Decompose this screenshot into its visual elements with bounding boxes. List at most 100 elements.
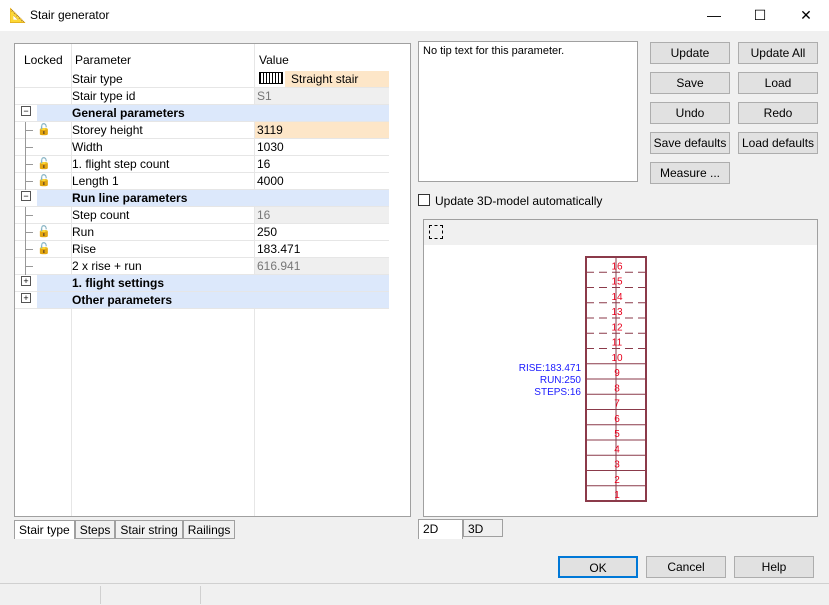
collapse-icon[interactable]: − xyxy=(21,191,31,201)
measure-button[interactable]: Measure ... xyxy=(650,162,730,184)
group-label: Run line parameters xyxy=(72,191,188,205)
lock-icon[interactable]: 🔓 xyxy=(37,175,51,187)
tab-3d[interactable]: 3D xyxy=(463,519,503,537)
step-number: 3 xyxy=(614,460,620,471)
value-cell[interactable]: 16 xyxy=(255,156,389,172)
table-row[interactable]: 🔓 1. flight step count 16 xyxy=(15,156,389,173)
maximize-button[interactable]: ☐ xyxy=(753,7,767,23)
load-button[interactable]: Load xyxy=(738,72,818,94)
undo-button[interactable]: Undo xyxy=(650,102,730,124)
close-button[interactable]: ✕ xyxy=(800,7,812,23)
auto-update-checkbox[interactable] xyxy=(418,194,430,206)
group-row[interactable]: − Run line parameters xyxy=(15,190,389,207)
group-label: General parameters xyxy=(72,106,185,120)
table-row[interactable]: Width 1030 xyxy=(15,139,389,156)
parameter-value: 1030 xyxy=(257,140,284,154)
parameter-name: Length 1 xyxy=(72,174,119,188)
value-cell[interactable]: 616.941 xyxy=(255,258,389,274)
lock-icon[interactable]: 🔓 xyxy=(37,158,51,170)
value-cell[interactable]: 1030 xyxy=(255,139,389,155)
tab-stair-type[interactable]: Stair type xyxy=(14,520,75,539)
left-tab-strip: Stair type Steps Stair string Railings xyxy=(14,520,236,539)
value-cell[interactable]: 3119 xyxy=(255,122,389,138)
minimize-button[interactable]: — xyxy=(707,7,721,23)
parameter-name: Width xyxy=(72,140,103,154)
value-cell[interactable]: 4000 xyxy=(255,173,389,189)
tip-text: No tip text for this parameter. xyxy=(418,41,638,182)
title-bar: 📐 Stair generator — ☐ ✕ xyxy=(0,0,829,31)
lock-icon[interactable]: 🔓 xyxy=(37,124,51,136)
step-number: 2 xyxy=(614,475,620,486)
step-number: 6 xyxy=(614,414,620,425)
update-button[interactable]: Update xyxy=(650,42,730,64)
group-label: Other parameters xyxy=(72,293,173,307)
table-row[interactable]: 🔓 Run 250 xyxy=(15,224,389,241)
tab-railings[interactable]: Railings xyxy=(182,520,236,539)
parameter-name: 1. flight step count xyxy=(72,157,170,171)
table-row[interactable]: Step count 16 xyxy=(15,207,389,224)
update-all-button[interactable]: Update All xyxy=(738,42,818,64)
parameter-name: 2 x rise + run xyxy=(72,259,142,273)
table-row[interactable]: Stair type id S1 xyxy=(15,88,389,105)
ok-button[interactable]: OK xyxy=(558,556,638,578)
expand-icon[interactable]: + xyxy=(21,293,31,303)
table-row[interactable]: 🔓 Rise 183.471 xyxy=(15,241,389,258)
parameter-value: 16 xyxy=(257,208,271,222)
step-number: 11 xyxy=(612,338,623,349)
step-number: 10 xyxy=(611,353,623,364)
expand-icon[interactable]: + xyxy=(21,276,31,286)
parameter-value: 4000 xyxy=(257,174,284,188)
value-cell[interactable]: 183.471 xyxy=(255,241,389,257)
step-number: 15 xyxy=(611,277,623,288)
parameter-name: Rise xyxy=(72,242,97,256)
tab-steps[interactable]: Steps xyxy=(74,520,116,539)
step-number: 16 xyxy=(611,261,623,272)
value-cell[interactable]: S1 xyxy=(255,88,389,104)
save-button[interactable]: Save xyxy=(650,72,730,94)
grid-scroll-area xyxy=(389,44,410,516)
step-number: 4 xyxy=(614,444,620,455)
parameter-name: Run xyxy=(72,225,95,239)
step-number: 7 xyxy=(614,399,620,410)
collapse-icon[interactable]: − xyxy=(21,106,31,116)
step-number: 5 xyxy=(614,429,620,440)
tab-stair-string[interactable]: Stair string xyxy=(115,520,183,539)
parameter-name: Stair type xyxy=(72,72,123,86)
tab-2d[interactable]: 2D xyxy=(418,519,463,539)
group-row[interactable]: + 1. flight settings xyxy=(15,275,389,292)
header-locked: Locked xyxy=(24,53,63,67)
cancel-button[interactable]: Cancel xyxy=(646,556,726,578)
parameter-value: 250 xyxy=(257,225,278,239)
redo-button[interactable]: Redo xyxy=(738,102,818,124)
step-number: 13 xyxy=(611,307,623,318)
parameter-name: Step count xyxy=(72,208,130,222)
parameter-value: 3119 xyxy=(257,123,283,137)
table-row[interactable]: 🔓 Storey height 3119 xyxy=(15,122,389,139)
parameter-grid[interactable]: Locked Parameter Value Stair type Straig… xyxy=(14,43,411,517)
drawing-view[interactable]: 1 2 3 4 5 6 7 8 9 10 11 12 13 14 15 16 RISE:183.471 RUN:2… xyxy=(423,219,818,517)
parameter-value: 183.471 xyxy=(257,242,301,256)
stair-type-icon xyxy=(259,72,283,84)
group-row[interactable]: − General parameters xyxy=(15,105,389,122)
status-bar xyxy=(0,583,829,605)
window-title: Stair generator xyxy=(30,8,110,22)
drawing-toolbar xyxy=(424,220,817,245)
load-defaults-button[interactable]: Load defaults xyxy=(738,132,818,154)
step-number: 9 xyxy=(614,368,620,379)
lock-icon[interactable]: 🔓 xyxy=(37,226,51,238)
group-label: 1. flight settings xyxy=(72,276,165,290)
lock-icon[interactable]: 🔓 xyxy=(37,243,51,255)
step-number: 14 xyxy=(611,292,623,303)
help-button[interactable]: Help xyxy=(734,556,814,578)
value-cell[interactable]: Straight stair xyxy=(255,71,389,87)
table-row[interactable]: 🔓 Length 1 4000 xyxy=(15,173,389,190)
save-defaults-button[interactable]: Save defaults xyxy=(650,132,730,154)
group-row[interactable]: + Other parameters xyxy=(15,292,389,309)
stair-annotation: STEPS:16 xyxy=(534,387,581,398)
zoom-extents-icon[interactable] xyxy=(429,225,443,239)
table-row[interactable]: 2 x rise + run 616.941 xyxy=(15,258,389,275)
stair-plan-svg: 12345678910111213141516RISE:183.471RUN:2… xyxy=(519,256,647,502)
table-row[interactable]: Stair type Straight stair xyxy=(15,71,389,88)
value-cell[interactable]: 16 xyxy=(255,207,389,223)
value-cell[interactable]: 250 xyxy=(255,224,389,240)
